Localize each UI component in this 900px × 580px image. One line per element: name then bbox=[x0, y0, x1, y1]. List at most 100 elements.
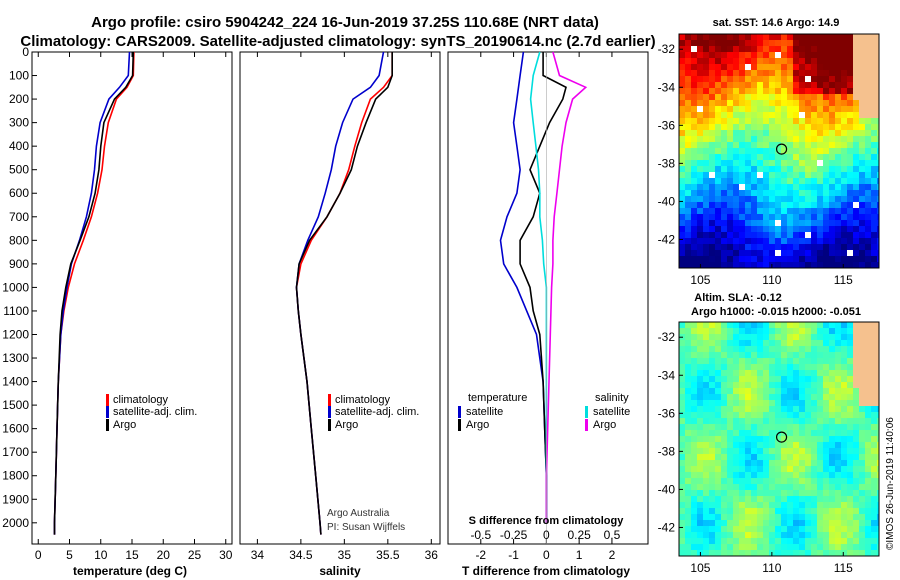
map-cell bbox=[721, 172, 727, 178]
map-cell bbox=[703, 490, 709, 496]
map-cell bbox=[811, 136, 817, 142]
map-cell bbox=[769, 460, 775, 466]
map-cell bbox=[817, 244, 823, 250]
map-cell bbox=[727, 442, 733, 448]
map-cell bbox=[769, 454, 775, 460]
map-cell bbox=[769, 196, 775, 202]
map-cell bbox=[721, 94, 727, 100]
map-cell bbox=[811, 388, 817, 394]
map-cell bbox=[685, 46, 691, 52]
map-cell bbox=[739, 124, 745, 130]
map-cell bbox=[763, 70, 769, 76]
map-cell bbox=[715, 454, 721, 460]
map-cell bbox=[721, 208, 727, 214]
map-cell bbox=[829, 436, 835, 442]
map-cell bbox=[877, 460, 879, 466]
map-cell bbox=[685, 334, 691, 340]
map-cell bbox=[727, 46, 733, 52]
map-cell bbox=[703, 244, 709, 250]
map-cell bbox=[757, 490, 763, 496]
map-cell bbox=[757, 370, 763, 376]
map-cell bbox=[787, 430, 793, 436]
map-cell bbox=[853, 514, 859, 520]
map-cell bbox=[715, 124, 721, 130]
map-cell bbox=[865, 250, 871, 256]
legend-argo-swatch bbox=[328, 419, 331, 431]
map-cell bbox=[859, 178, 865, 184]
map-cell bbox=[793, 208, 799, 214]
map-cell bbox=[763, 40, 769, 46]
map-cell bbox=[745, 550, 751, 556]
map-cell bbox=[781, 172, 787, 178]
map-cell bbox=[727, 226, 733, 232]
map-cell bbox=[721, 358, 727, 364]
map-cell bbox=[769, 514, 775, 520]
map-cell bbox=[703, 340, 709, 346]
map-cell bbox=[769, 70, 775, 76]
map-cell bbox=[859, 352, 865, 358]
map-cell bbox=[829, 322, 835, 328]
map-cell bbox=[799, 466, 805, 472]
map-cell bbox=[835, 520, 841, 526]
map-cell bbox=[769, 148, 775, 154]
map-cell bbox=[763, 154, 769, 160]
map-cell bbox=[709, 490, 715, 496]
map-cell bbox=[865, 520, 871, 526]
map-cell bbox=[739, 142, 745, 148]
map-cell bbox=[775, 448, 781, 454]
map-cell bbox=[793, 40, 799, 46]
map-cell bbox=[709, 64, 715, 70]
map-cell bbox=[769, 532, 775, 538]
map-cell bbox=[763, 148, 769, 154]
map-cell bbox=[799, 442, 805, 448]
map-cell bbox=[829, 148, 835, 154]
map-cell bbox=[781, 502, 787, 508]
map-cell bbox=[787, 142, 793, 148]
map-cell bbox=[745, 34, 751, 40]
map-cell bbox=[733, 508, 739, 514]
map-cell bbox=[871, 166, 877, 172]
map-cell bbox=[769, 538, 775, 544]
map-cell bbox=[877, 526, 879, 532]
map-cell bbox=[829, 184, 835, 190]
map-cell bbox=[727, 142, 733, 148]
map-cell bbox=[769, 382, 775, 388]
map-cell bbox=[709, 412, 715, 418]
map-cell bbox=[829, 370, 835, 376]
map-cell bbox=[793, 250, 799, 256]
map-cell bbox=[679, 214, 685, 220]
map-cell bbox=[751, 166, 757, 172]
map-cell bbox=[823, 190, 829, 196]
map-cell bbox=[781, 58, 787, 64]
map-cell bbox=[751, 412, 757, 418]
map-cell bbox=[835, 160, 841, 166]
map-cell bbox=[703, 88, 709, 94]
map-cell bbox=[823, 220, 829, 226]
map-cell bbox=[847, 190, 853, 196]
map-cell bbox=[769, 112, 775, 118]
map-cell bbox=[751, 526, 757, 532]
map-cell bbox=[829, 442, 835, 448]
map-cell bbox=[733, 40, 739, 46]
map-cell bbox=[793, 244, 799, 250]
map-cell bbox=[739, 46, 745, 52]
map-cell bbox=[757, 190, 763, 196]
map-cell bbox=[769, 82, 775, 88]
map-cell bbox=[715, 472, 721, 478]
map-cell bbox=[841, 388, 847, 394]
map-cell bbox=[775, 364, 781, 370]
s-difference-label: S difference from climatology bbox=[469, 515, 625, 527]
map-cell bbox=[769, 166, 775, 172]
map-cell bbox=[853, 394, 859, 400]
map-cell bbox=[871, 184, 877, 190]
y-tick-label: 1500 bbox=[2, 398, 29, 412]
map-cell bbox=[757, 64, 763, 70]
map-cell bbox=[745, 160, 751, 166]
map-cell bbox=[805, 64, 811, 70]
map-cell bbox=[757, 394, 763, 400]
map-cell bbox=[841, 538, 847, 544]
y-tick-label: 1600 bbox=[2, 422, 29, 436]
map-cell bbox=[757, 166, 763, 172]
map-cell bbox=[853, 256, 859, 262]
map-cell bbox=[679, 106, 685, 112]
